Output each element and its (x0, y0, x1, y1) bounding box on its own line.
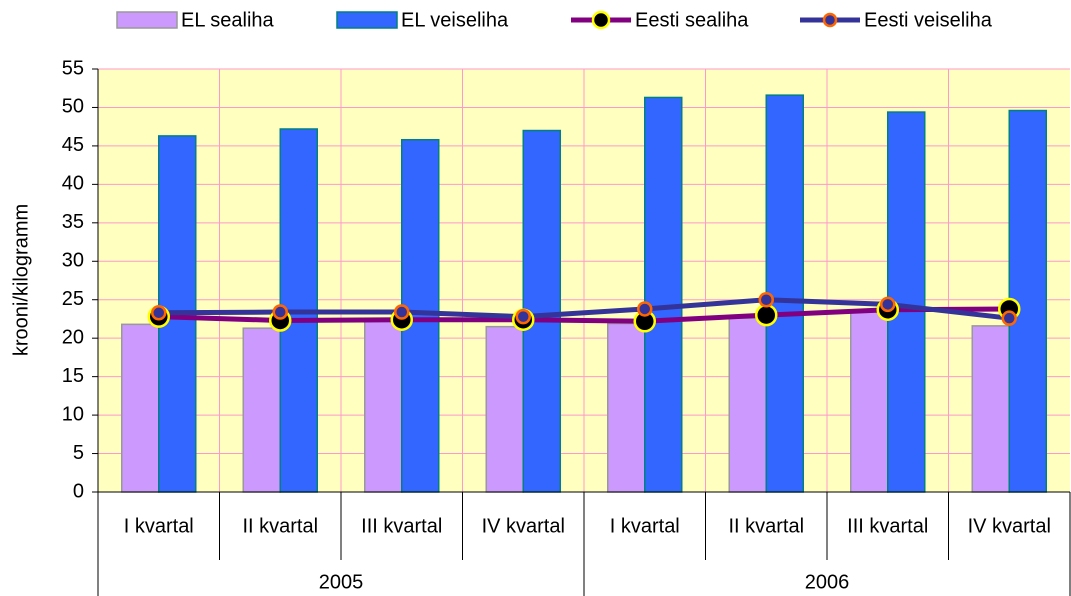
x-tick-label: II kvartal (728, 515, 804, 537)
bar (850, 309, 889, 493)
y-tick-label: 55 (62, 57, 84, 79)
x-tick-label: I kvartal (124, 515, 194, 537)
bar (364, 319, 403, 493)
x-tick-label: IV kvartal (482, 515, 565, 537)
marker (1001, 310, 1017, 326)
y-tick-label: 45 (62, 134, 84, 156)
legend-swatch (336, 11, 398, 29)
x-tick-label: I kvartal (610, 515, 680, 537)
group-label: 2006 (805, 571, 850, 593)
bar (607, 322, 646, 493)
bar (242, 327, 281, 493)
y-tick-label: 15 (62, 365, 84, 387)
bar (644, 96, 683, 493)
marker (515, 308, 531, 325)
bar (971, 325, 1010, 493)
marker (755, 303, 778, 327)
y-tick-label: 40 (62, 173, 84, 195)
x-tick-label: III kvartal (361, 515, 442, 537)
y-tick-label: 50 (62, 96, 84, 118)
bar (728, 317, 767, 493)
legend-swatch (116, 11, 178, 29)
marker (637, 301, 653, 317)
legend-marker (591, 10, 611, 30)
y-tick-label: 35 (62, 211, 84, 233)
bar (765, 94, 804, 493)
group-label: 2005 (319, 571, 364, 593)
x-tick-label: III kvartal (847, 515, 928, 537)
y-tick-label: 0 (73, 480, 84, 502)
x-tick-label: II kvartal (242, 515, 318, 537)
y-axis-label: krooni/kilogramm (10, 204, 32, 356)
legend-label: Eesti sealiha (635, 9, 749, 31)
marker (880, 296, 896, 313)
y-tick-label: 10 (62, 403, 84, 425)
y-tick-label: 25 (62, 288, 84, 310)
marker (272, 304, 288, 320)
bar (485, 325, 524, 493)
legend-marker (822, 12, 838, 28)
marker (394, 304, 410, 320)
bar (121, 323, 160, 493)
y-tick-label: 20 (62, 326, 84, 348)
legend-label: Eesti veiseliha (864, 9, 993, 31)
bar (1008, 109, 1047, 493)
legend-label: EL veiseliha (401, 9, 509, 31)
legend-label: EL sealiha (181, 9, 275, 31)
line (158, 297, 1010, 321)
marker (151, 305, 167, 321)
marker (758, 291, 774, 308)
line (158, 306, 1010, 324)
y-tick-label: 5 (73, 442, 84, 464)
y-tick-label: 30 (62, 250, 84, 272)
x-tick-label: IV kvartal (968, 515, 1051, 537)
